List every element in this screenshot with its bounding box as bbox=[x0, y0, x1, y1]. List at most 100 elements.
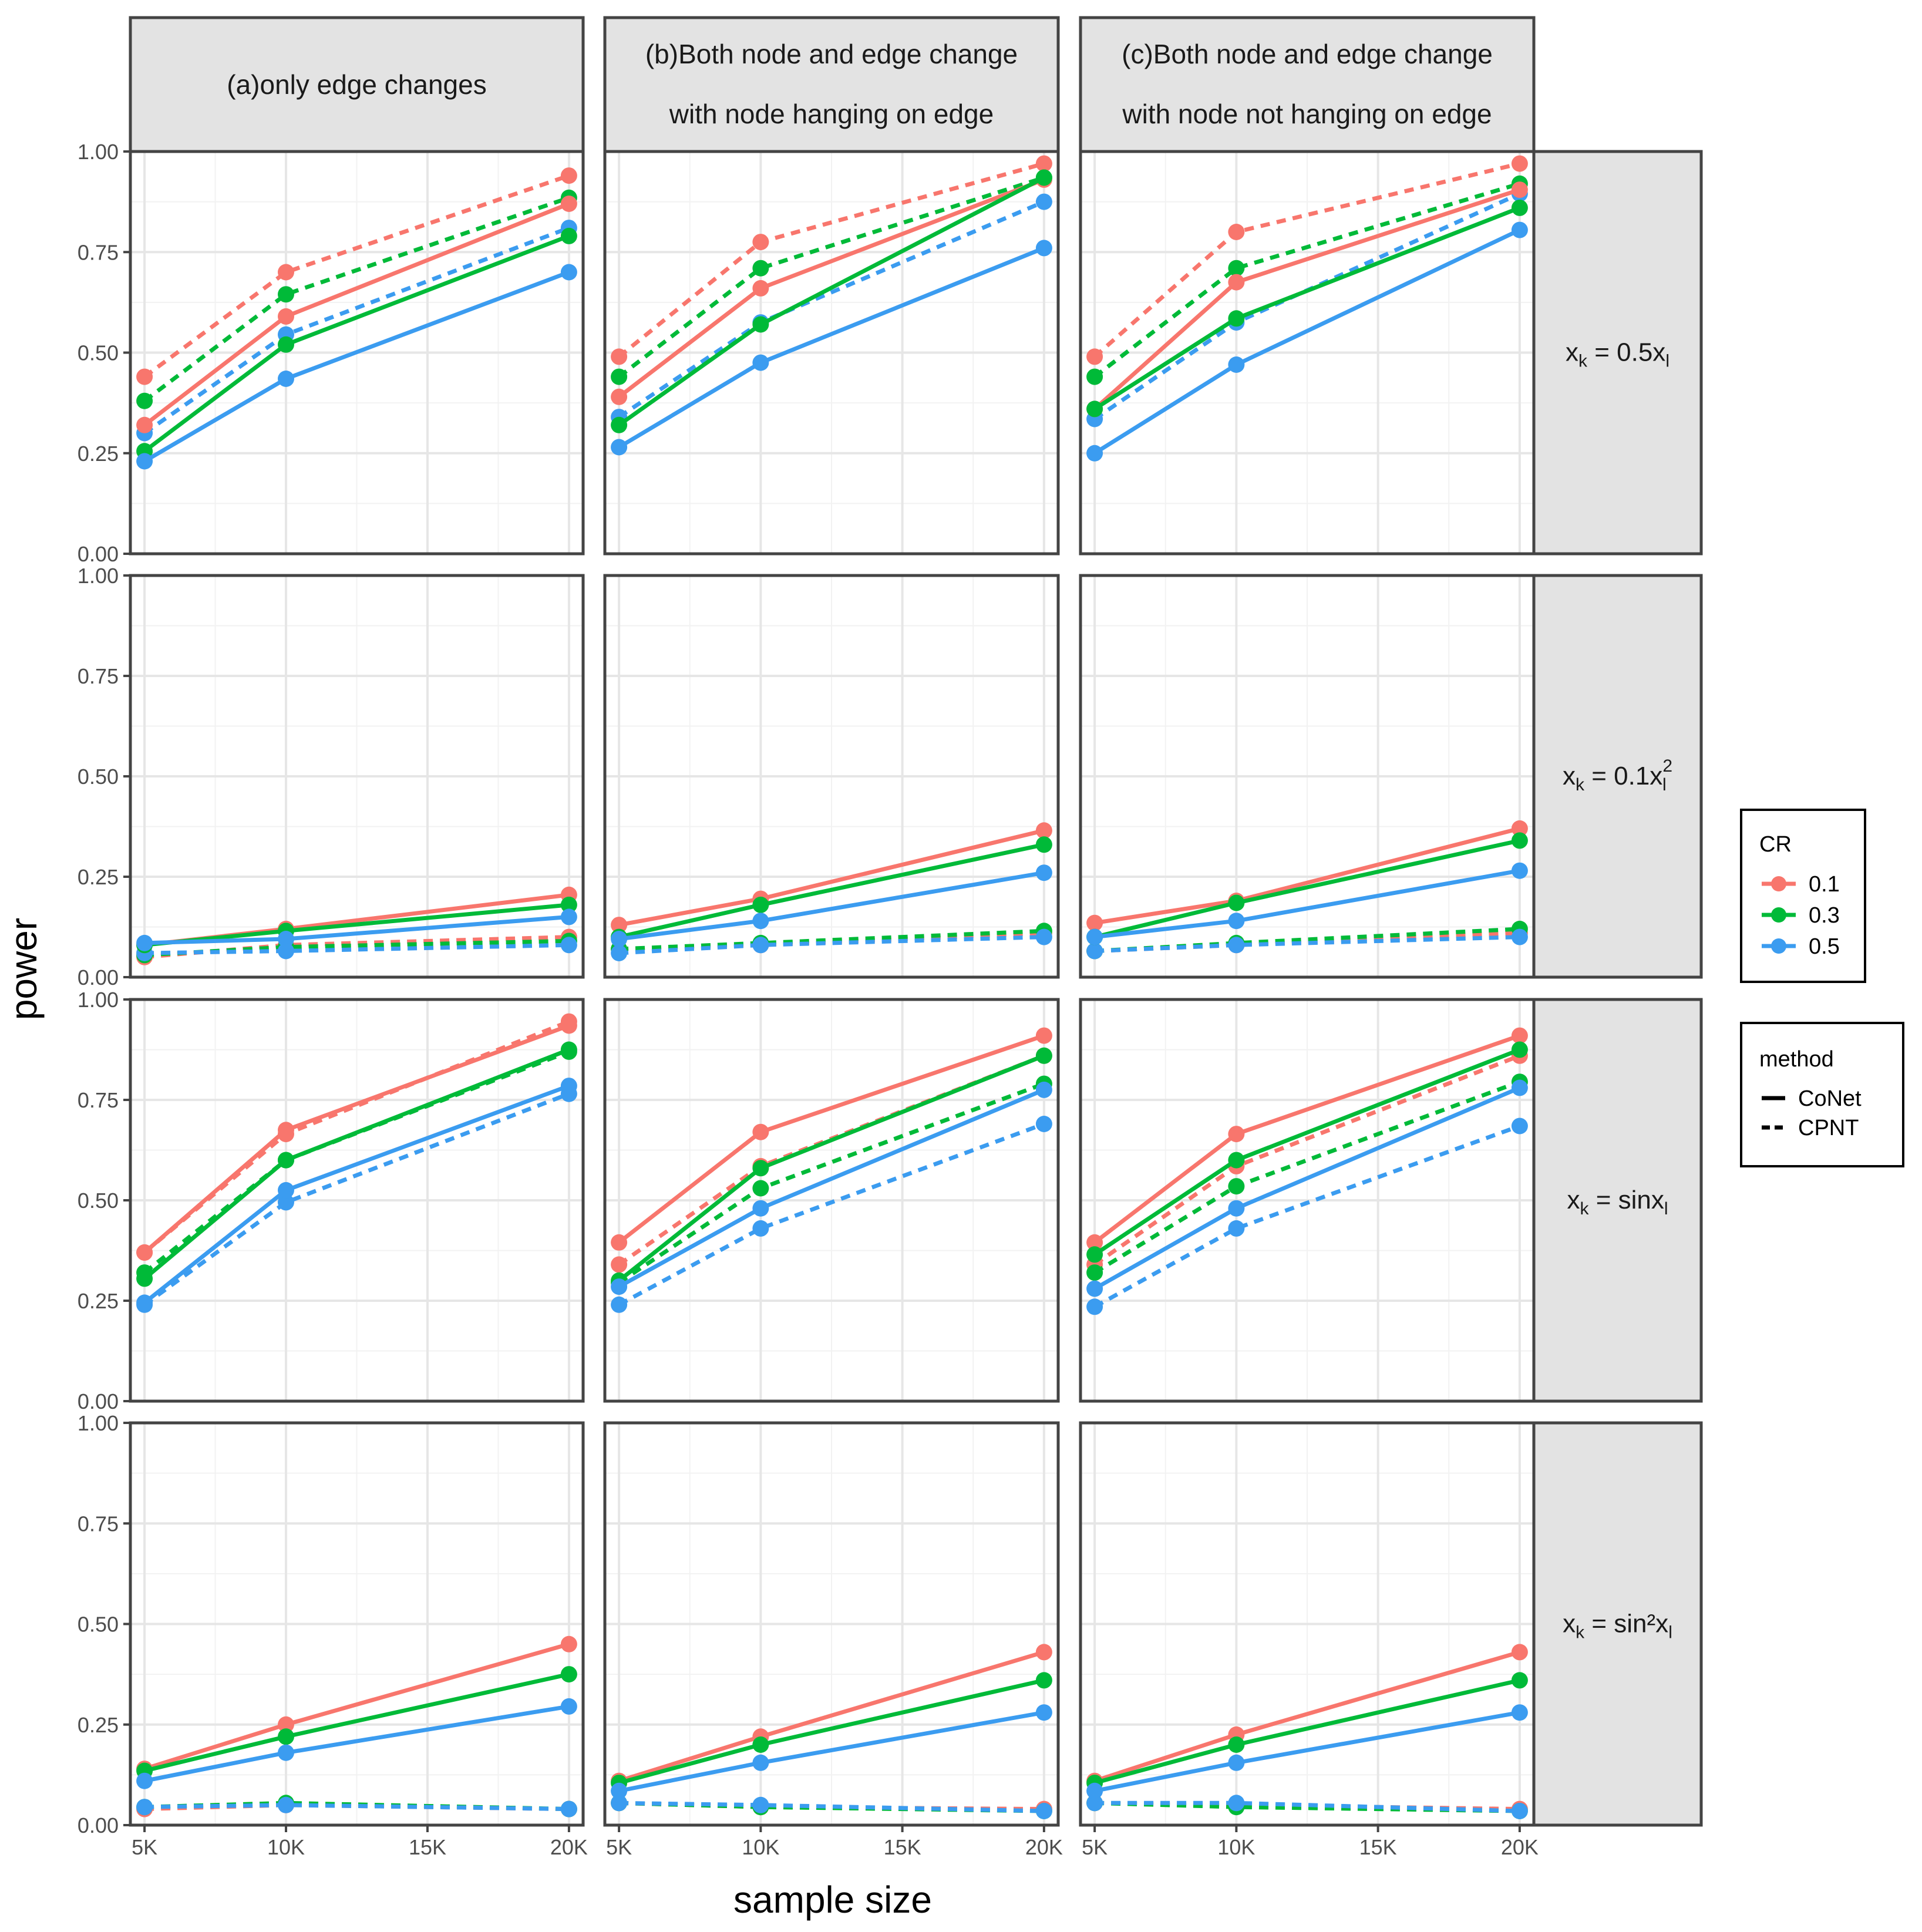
data-point bbox=[1086, 1298, 1103, 1315]
data-point bbox=[1228, 913, 1245, 930]
y-tick-label: 0.50 bbox=[78, 341, 119, 365]
data-point bbox=[1511, 1079, 1528, 1096]
x-tick-label: 10K bbox=[267, 1835, 305, 1859]
series-conet-cr-0.1-r2-c0 bbox=[136, 1017, 577, 1261]
y-tick-label: 0.00 bbox=[78, 1813, 119, 1837]
data-point bbox=[1228, 1795, 1245, 1812]
data-point bbox=[1086, 1234, 1103, 1251]
column-strip-label: with node not hanging on edge bbox=[1122, 99, 1492, 129]
series-line bbox=[618, 1122, 1045, 1307]
y-tick-label: 0.50 bbox=[78, 1189, 119, 1213]
data-point bbox=[560, 896, 577, 913]
data-point bbox=[1511, 1644, 1528, 1661]
data-point bbox=[611, 1234, 628, 1251]
x-tick-label: 10K bbox=[1217, 1835, 1255, 1859]
data-point bbox=[1035, 1672, 1052, 1689]
series-cpnt-cr-0.1-r0-c2 bbox=[1086, 155, 1528, 365]
series-line bbox=[144, 1803, 569, 1812]
data-point bbox=[1035, 155, 1052, 172]
data-point bbox=[136, 1799, 153, 1816]
column-strip-label: (b)Both node and edge change bbox=[645, 39, 1018, 69]
y-tick-label: 1.00 bbox=[78, 564, 119, 588]
data-point bbox=[278, 931, 294, 947]
panel-r3-c0 bbox=[130, 1422, 583, 1826]
data-point bbox=[1086, 1280, 1103, 1297]
data-point bbox=[611, 1278, 628, 1295]
legend-method-item: CoNet bbox=[1762, 1086, 1862, 1111]
data-point bbox=[752, 1200, 769, 1217]
row-strip-2: xk = sinxl bbox=[1532, 998, 1703, 1403]
series-line bbox=[618, 928, 1045, 951]
panel-border bbox=[603, 1421, 1060, 1827]
data-point bbox=[1035, 836, 1052, 853]
legend-cr: CR 0.1 0.3 0.5 bbox=[1740, 809, 1866, 983]
y-tick-label: 1.00 bbox=[78, 988, 119, 1012]
x-axis-col-2: 5K 10K 15K 20K bbox=[1082, 1825, 1539, 1859]
column-strip-1: (b)Both node and edge change with node ha… bbox=[603, 16, 1060, 153]
data-point bbox=[560, 264, 577, 281]
data-point bbox=[752, 896, 769, 913]
data-point bbox=[752, 1160, 769, 1177]
data-point bbox=[560, 1635, 577, 1652]
data-point bbox=[1228, 310, 1245, 327]
data-point bbox=[752, 937, 769, 954]
data-point bbox=[611, 439, 628, 456]
legend-method-item: CPNT bbox=[1762, 1116, 1859, 1140]
data-point bbox=[560, 1698, 577, 1715]
data-point bbox=[1086, 943, 1103, 960]
data-point bbox=[1511, 1704, 1528, 1721]
series-cpnt-cr-0.1-r0-c1 bbox=[611, 155, 1052, 365]
data-point bbox=[611, 931, 628, 947]
data-point bbox=[752, 234, 769, 251]
y-axis-title: power bbox=[2, 918, 45, 1020]
row-strip-label: xk = sin²xl bbox=[1563, 1610, 1672, 1642]
series-conet-cr-0.3-r2-c2 bbox=[1086, 1041, 1528, 1263]
legend-method-label: CoNet bbox=[1798, 1086, 1862, 1111]
data-point bbox=[136, 1294, 153, 1311]
series-conet-cr-0.3-r0-c1 bbox=[611, 169, 1052, 433]
y-axis-row-2: 0.00 0.25 0.50 0.75 1.00 bbox=[78, 988, 130, 1413]
data-point bbox=[1086, 1782, 1103, 1799]
series-line bbox=[1094, 927, 1520, 953]
data-point bbox=[1035, 928, 1052, 945]
y-axis-row-3: 0.00 0.25 0.50 0.75 1.00 bbox=[78, 1411, 130, 1837]
y-axis-row-1: 0.00 0.25 0.50 0.75 1.00 bbox=[78, 564, 130, 989]
y-tick-label: 1.00 bbox=[78, 1411, 119, 1435]
legend-key-point bbox=[1771, 938, 1786, 954]
panel-r1-c0 bbox=[130, 574, 583, 978]
series-line bbox=[619, 1800, 1044, 1813]
series-cpnt-cr-0.5-r1-c2 bbox=[1086, 928, 1528, 960]
data-point bbox=[1086, 368, 1103, 385]
data-point bbox=[560, 1666, 577, 1683]
x-tick-label: 5K bbox=[1082, 1835, 1108, 1859]
series-conet-cr-0.5-r3-c1 bbox=[611, 1704, 1052, 1799]
series-cpnt-cr-0.5-r2-c2 bbox=[1086, 1118, 1528, 1315]
y-tick-label: 0.75 bbox=[78, 240, 119, 264]
y-tick-label: 0.25 bbox=[78, 442, 119, 466]
series-line bbox=[143, 173, 570, 379]
y-tick-label: 0.00 bbox=[78, 542, 119, 566]
data-point bbox=[1511, 221, 1528, 238]
data-point bbox=[1228, 356, 1245, 373]
panel-border bbox=[1079, 574, 1536, 979]
series-line bbox=[1094, 931, 1520, 953]
data-point bbox=[278, 1182, 294, 1199]
legend-cr-label: 0.5 bbox=[1809, 934, 1840, 959]
x-axis-col-0: 5K 10K 15K 20K bbox=[132, 1825, 588, 1859]
legend-method-title: method bbox=[1759, 1047, 1834, 1072]
x-tick-label: 5K bbox=[132, 1835, 157, 1859]
data-point bbox=[752, 260, 769, 277]
data-point bbox=[1086, 1264, 1103, 1281]
data-point bbox=[278, 1152, 294, 1169]
data-point bbox=[1228, 1754, 1245, 1771]
column-strip-label: (c)Both node and edge change bbox=[1122, 39, 1493, 69]
data-point bbox=[1035, 1116, 1052, 1132]
legend-key-point bbox=[1771, 876, 1786, 891]
data-point bbox=[278, 286, 294, 303]
series-conet-cr-0.5-r0-c1 bbox=[611, 240, 1052, 456]
y-tick-label: 0.50 bbox=[78, 1613, 119, 1637]
data-point bbox=[611, 348, 628, 365]
data-point bbox=[1086, 348, 1103, 365]
data-point bbox=[1511, 1041, 1528, 1058]
